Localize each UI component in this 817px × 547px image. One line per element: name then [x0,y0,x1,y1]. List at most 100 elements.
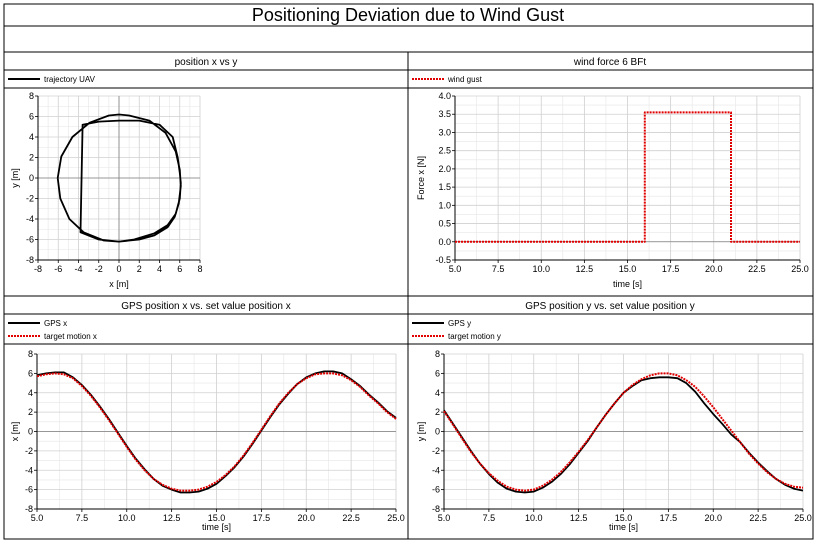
x-tick-label: 5.0 [31,513,44,523]
panel-title-gpsy: GPS position y vs. set value position y [525,301,695,312]
x-tick-label: 7.5 [483,513,496,523]
x-tick-label: 8 [197,264,202,274]
y-axis-label: Force x [N] [416,156,426,200]
y-tick-label: 1.5 [438,182,451,192]
x-tick-label: 20.0 [297,513,315,523]
plot-gps-y: 5.0 7.5 10.0 12.5 15.0 17.5 20.0 22.5 25.0 -8 -6 -4… [416,349,812,532]
y-tick-label: 2 [29,153,34,163]
y-tick-label: 6 [29,112,34,122]
y-tick-label: 0 [435,427,440,437]
y-tick-label: 4.0 [438,91,451,101]
x-tick-label: 22.5 [748,264,766,274]
legend-label: GPS y [448,319,471,328]
legend-wind: wind gust [412,75,483,84]
x-tick-label: -8 [34,264,42,274]
x-tick-label: 15.0 [615,513,633,523]
plot-wind-force: 5.0 7.5 10.0 12.5 15.0 17.5 20.0 22.5 25.0 -0.5 0.… [416,91,809,289]
legend-label: trajectory UAV [44,75,96,84]
x-tick-label: 6 [177,264,182,274]
x-axis-label: x [m] [109,279,129,289]
series-line-trajectory-uav [56,113,182,243]
legend-label: target motion x [44,332,97,341]
series-line-target-motion-y [443,372,804,492]
y-tick-label: 2.0 [438,164,451,174]
x-tick-label: 7.5 [492,264,505,274]
panel-title-xy: position x vs y [175,57,238,68]
x-axis-label: time [s] [609,522,638,532]
y-tick-label: 2 [435,407,440,417]
y-tick-label: 2.5 [438,146,451,156]
x-tick-label: 5.0 [438,513,451,523]
y-tick-label: 8 [435,349,440,359]
panel-title-wind: wind force 6 BFt [573,57,646,68]
legend-gpsx: GPS x target motion x [8,319,97,341]
y-tick-label: 3.5 [438,109,451,119]
y-axis-label: y [m] [10,168,20,188]
y-tick-label: 8 [28,349,33,359]
legend-label: wind gust [447,75,483,84]
y-tick-label: 6 [28,368,33,378]
y-axis-label: y [m] [416,422,426,442]
legend-label: target motion y [448,332,501,341]
y-tick-label: 4 [28,388,33,398]
legend-label: GPS x [44,319,67,328]
legend-xy: trajectory UAV [8,75,96,84]
x-tick-label: 7.5 [76,513,89,523]
x-tick-label: 25.0 [791,264,809,274]
series-line-target-motion-x [36,372,397,492]
y-tick-label: -6 [432,485,440,495]
x-tick-label: 22.5 [342,513,360,523]
x-tick-label: 22.5 [749,513,767,523]
y-tick-label: 1.0 [438,200,451,210]
y-tick-label: -6 [25,485,33,495]
x-tick-label: 17.5 [662,264,680,274]
y-tick-label: 0 [29,173,34,183]
y-tick-label: 0 [28,427,33,437]
panel-title-gpsx: GPS position x vs. set value position x [121,301,291,312]
plot-position-xy: -8 -6 -4 -2 0 2 4 6 8 -8 -6 -4 -2 0 2 4 6 8 x [m] y [m] [10,91,203,289]
x-tick-label: 25.0 [794,513,812,523]
series-line-gps-x [36,370,397,494]
y-tick-label: 8 [29,91,34,101]
y-tick-label: -8 [432,504,440,514]
x-tick-label: 17.5 [660,513,678,523]
x-tick-label: 12.5 [576,264,594,274]
y-tick-label: -2 [26,194,34,204]
x-tick-label: 12.5 [570,513,588,523]
x-tick-label: 10.0 [532,264,550,274]
y-tick-label: 4 [29,132,34,142]
series-line-wind-gust [455,111,800,243]
x-axis-label: time [s] [202,522,231,532]
y-axis-label: x [m] [10,422,20,442]
x-tick-label: 10.0 [525,513,543,523]
y-tick-label: 0.5 [438,219,451,229]
x-tick-label: -6 [54,264,62,274]
y-tick-label: 3.0 [438,127,451,137]
y-tick-label: 2 [28,407,33,417]
x-axis-label: time [s] [613,279,642,289]
x-tick-label: 2 [137,264,142,274]
y-tick-label: -6 [26,235,34,245]
x-tick-label: 12.5 [163,513,181,523]
legend-gpsy: GPS y target motion y [412,319,501,341]
x-tick-label: 15.0 [208,513,226,523]
x-tick-label: 25.0 [387,513,405,523]
y-tick-label: -0.5 [435,255,451,265]
x-tick-label: 5.0 [449,264,462,274]
y-tick-label: 6 [435,368,440,378]
x-tick-label: 10.0 [118,513,136,523]
y-tick-label: -2 [432,446,440,456]
x-tick-label: -2 [95,264,103,274]
x-tick-label: 15.0 [619,264,637,274]
y-tick-label: 4 [435,388,440,398]
y-tick-label: -4 [26,214,34,224]
x-tick-label: 20.0 [705,264,723,274]
y-tick-label: -4 [432,465,440,475]
page-title: Positioning Deviation due to Wind Gust [252,5,564,25]
y-tick-label: -8 [26,255,34,265]
y-tick-label: 0.0 [438,237,451,247]
x-tick-label: 0 [116,264,121,274]
x-tick-label: 20.0 [704,513,722,523]
x-tick-label: 17.5 [253,513,271,523]
